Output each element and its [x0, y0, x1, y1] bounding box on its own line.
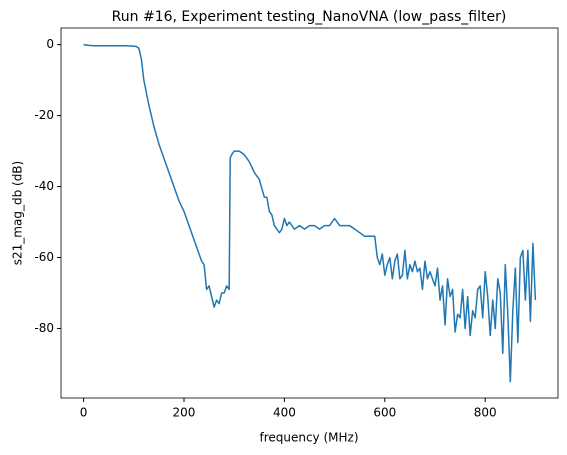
line-series: [83, 43, 537, 383]
x-tick-label: 800: [474, 406, 497, 420]
plot-frame: [60, 27, 559, 399]
x-axis-label: frequency (MHz): [259, 431, 358, 445]
y-tick-label: -20: [34, 108, 54, 122]
y-tick-label: -40: [34, 179, 54, 193]
x-tick-label: 400: [273, 406, 296, 420]
x-tick-label: 600: [373, 406, 396, 420]
y-tick-label: -60: [34, 250, 54, 264]
y-axis-label: s21_mag_db (dB): [11, 161, 25, 265]
y-tick-label: 0: [46, 37, 54, 51]
y-tick-label: -80: [34, 321, 54, 335]
x-tick-label: 200: [173, 406, 196, 420]
chart-title: Run #16, Experiment testing_NanoVNA (low…: [112, 9, 507, 25]
x-tick-label: 0: [80, 406, 88, 420]
